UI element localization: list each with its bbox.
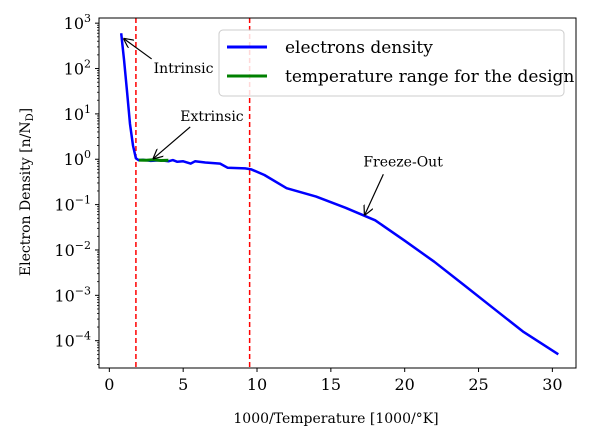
y-tick-label-5: 10−2 <box>54 239 91 260</box>
annotation-arrow-1 <box>124 39 152 60</box>
legend: electrons density temperature range for t… <box>218 29 574 97</box>
y-tick-label-3: 100 <box>64 148 91 169</box>
x-tick-label-2: 10 <box>247 375 267 394</box>
y-tick-label-0: 103 <box>64 12 91 33</box>
y-tick-label-6: 10−3 <box>54 284 91 305</box>
legend-box <box>218 29 565 97</box>
series-line-2 <box>138 158 169 162</box>
annotation-label-3: Freeze-Out <box>363 154 443 170</box>
x-tick-label-3: 15 <box>321 375 341 394</box>
y-axis-label-main: Electron Density [n/N <box>18 121 34 276</box>
annotation-arrow-3 <box>365 174 384 214</box>
x-tick-label-4: 20 <box>395 375 415 394</box>
y-tick-label-4: 10−1 <box>54 194 91 215</box>
legend-label-2: temperature range for the design <box>285 67 574 87</box>
x-tick-label-6: 30 <box>542 375 562 394</box>
annotation-label-2: Extrinsic <box>180 109 244 125</box>
x-tick-label-0: 0 <box>104 375 114 394</box>
axes-frame <box>98 17 577 369</box>
y-axis-label-sub: D <box>25 113 36 121</box>
annotation-arrow-2 <box>154 126 191 158</box>
y-axis-label-close: ] <box>18 108 34 113</box>
y-tick-label-7: 10−4 <box>54 330 91 351</box>
x-tick-label-5: 25 <box>468 375 488 394</box>
y-tick-label-2: 101 <box>64 103 91 124</box>
x-axis-label: 1000/Temperature [1000/°K] <box>233 411 438 427</box>
annotation-label-1: Intrinsic <box>154 61 214 77</box>
tick-labels: 0 5 10 15 20 25 30 103 102 101 100 10−1 10−2 10−3 10−4 <box>54 12 562 394</box>
x-tick-label-1: 5 <box>178 375 188 394</box>
annotations: Intrinsic Extrinsic Freeze-Out <box>124 39 443 215</box>
legend-label-1: electrons density <box>285 38 433 58</box>
y-axis-label: Electron Density [n/ND] <box>18 108 36 276</box>
series-line-1 <box>119 33 559 356</box>
axes <box>95 17 577 372</box>
y-tick-label-1: 102 <box>64 58 91 79</box>
